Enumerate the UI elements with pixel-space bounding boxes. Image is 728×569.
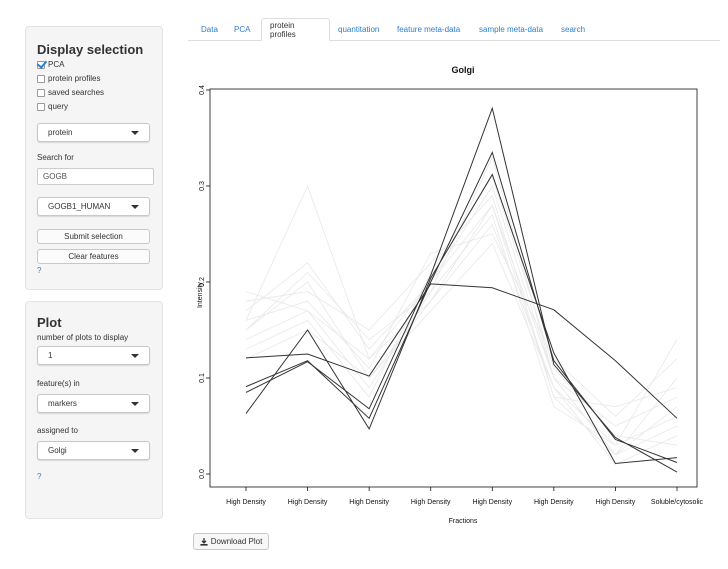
x-tick-label: Soluble/cytosolic [651,499,704,506]
checkbox-query-label: query [48,102,69,111]
chevron-down-icon [131,353,139,358]
num-plots-label: number of plots to display [37,333,129,342]
tab-quantitation[interactable]: quantitation [338,24,380,34]
plot-title: Plot [37,315,62,330]
checkbox-protein-profiles-label: protein profiles [48,74,101,83]
chart-title: Golgi [452,65,475,75]
features-label: feature(s) in [37,379,80,388]
search-type-value: protein [48,128,73,137]
checkbox-protein-profiles[interactable]: protein profiles [37,74,100,83]
chevron-down-icon [131,448,139,453]
features-select[interactable]: markers [37,394,150,413]
checkbox-saved-searches[interactable]: saved searches [37,88,104,97]
main-tabs: Data PCA protein profiles quantitation f… [188,18,720,41]
y-tick-label: 0.0 [199,469,206,479]
tab-data[interactable]: Data [201,24,218,34]
num-plots-select[interactable]: 1 [37,346,150,365]
chevron-down-icon [131,401,139,406]
checkbox-saved-searches-label: saved searches [48,88,105,97]
background-profile-line [245,185,678,427]
chevron-down-icon [131,204,139,209]
num-plots-value: 1 [48,351,53,360]
search-input[interactable]: GOGB [37,168,154,185]
help-link[interactable]: ? [37,266,42,275]
submit-selection-button[interactable]: Submit selection [37,229,150,244]
checkbox-pca-label: PCA [48,60,65,69]
marker-profile-line [245,151,678,463]
x-tick-label: High Density [596,499,636,506]
display-selection-panel: Display selection PCA protein profiles s… [25,26,163,290]
tab-search[interactable]: search [561,24,586,34]
download-plot-button[interactable]: Download Plot [193,533,269,550]
background-profile-line [245,242,678,465]
download-icon [200,537,208,546]
assigned-to-label: assigned to [37,426,78,435]
checkbox-pca[interactable]: PCA [37,60,64,69]
tab-sample-meta-data[interactable]: sample meta-data [479,24,544,34]
x-axis: High Density High Density High Density High… [226,487,704,506]
marker-profile-line [245,173,678,464]
background-profile-line [245,204,678,408]
tab-feature-meta-data[interactable]: feature meta-data [397,24,461,34]
protein-profiles-chart: Golgi Intensity Fractions 0.00.10.20.30.… [197,65,704,525]
tab-protein-profiles[interactable]: protein profiles [261,18,330,41]
help-link[interactable]: ? [37,472,42,481]
y-axis-label: Intensity [197,281,204,308]
plot-frame [209,88,698,488]
checkbox-query-box[interactable] [37,102,45,111]
checkbox-query[interactable]: query [37,102,68,111]
plot-panel: Plot number of plots to display 1 featur… [25,301,163,519]
y-axis: 0.0 0.1 0.2 0.3 0.4 [199,85,210,479]
match-select[interactable]: GOGB1_HUMAN [37,197,150,216]
x-tick-label: High Density [226,499,266,506]
checkbox-saved-searches-box[interactable] [37,88,45,97]
x-tick-label: High Density [411,499,451,506]
checkbox-pca-box[interactable] [37,60,45,69]
x-tick-label: High Density [534,499,574,506]
y-tick-label: 0.1 [199,373,206,383]
x-tick-label: High Density [472,499,512,506]
chevron-down-icon [131,130,139,135]
assigned-select[interactable]: Golgi [37,441,150,460]
search-type-select[interactable]: protein [37,123,150,142]
clear-features-button[interactable]: Clear features [37,249,150,264]
display-selection-title: Display selection [37,42,144,57]
background-profile-line [245,213,678,446]
features-value: markers [48,399,77,408]
checkbox-protein-profiles-box[interactable] [37,74,45,83]
search-input-value: GOGB [43,172,68,181]
search-for-label: Search for [37,153,74,162]
background-profiles [245,156,678,465]
x-tick-label: High Density [288,499,328,506]
x-tick-label: High Density [349,499,389,506]
assigned-value: Golgi [48,446,67,455]
y-tick-label: 0.3 [199,181,206,191]
match-select-value: GOGB1_HUMAN [48,202,111,211]
tab-pca[interactable]: PCA [234,24,251,34]
y-tick-label: 0.2 [199,277,206,287]
marker-profile-line [245,283,678,419]
background-profile-line [245,156,678,456]
y-tick-label: 0.4 [199,85,206,95]
download-plot-label: Download Plot [210,537,263,546]
marker-profile-line [245,106,678,473]
x-axis-label: Fractions [449,518,478,525]
background-profile-line [245,233,678,417]
marker-profiles [245,106,678,473]
